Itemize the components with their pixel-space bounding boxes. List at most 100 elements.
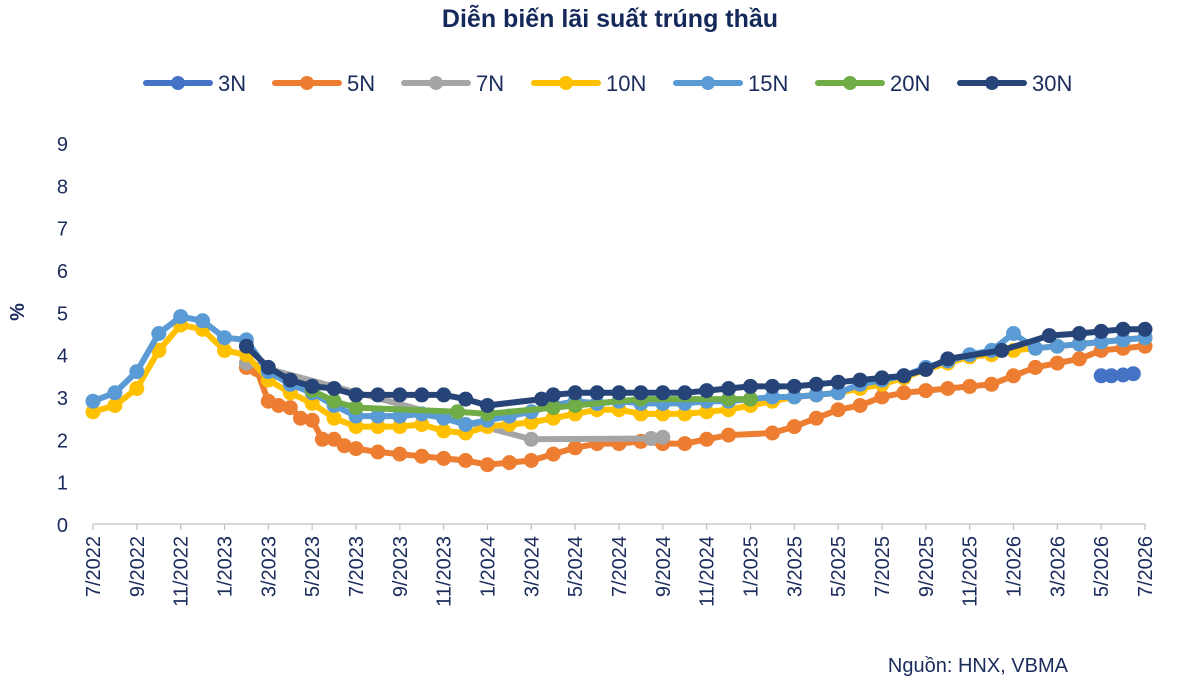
data-point — [830, 374, 846, 390]
legend-marker — [559, 76, 573, 90]
data-point — [743, 378, 758, 394]
data-point — [1027, 359, 1043, 375]
y-tick-label: 5 — [57, 303, 68, 325]
series-5N — [238, 338, 1153, 473]
data-point — [523, 453, 539, 468]
data-point — [808, 376, 824, 392]
data-point — [984, 376, 1000, 392]
data-point — [173, 309, 189, 325]
y-tick-label: 2 — [57, 430, 68, 452]
x-tick-label: 7/2025 — [872, 536, 894, 597]
data-point — [567, 398, 583, 413]
legend-label: 10N — [606, 71, 646, 96]
data-point — [699, 404, 715, 420]
data-point — [195, 313, 211, 329]
data-point — [874, 370, 890, 386]
data-point — [151, 342, 167, 358]
y-tick-label: 3 — [57, 388, 68, 410]
data-point — [962, 378, 978, 394]
x-tick-label: 11/2024 — [697, 536, 719, 607]
legend-label: 30N — [1032, 71, 1072, 96]
data-point — [1115, 332, 1131, 348]
data-point — [940, 351, 956, 367]
x-tick-label: 5/2024 — [565, 536, 587, 597]
data-point — [436, 410, 452, 426]
data-point — [304, 412, 320, 428]
legend-label: 5N — [347, 71, 375, 96]
data-point — [293, 410, 308, 426]
data-point — [370, 444, 386, 460]
x-tick-label: 1/2024 — [478, 536, 500, 597]
x-tick-label: 5/2023 — [302, 536, 324, 597]
data-point — [129, 381, 145, 396]
y-tick-label: 9 — [57, 134, 68, 156]
data-point — [699, 431, 715, 447]
x-tick-label: 3/2026 — [1047, 536, 1069, 597]
data-point — [1125, 366, 1141, 382]
x-tick-label: 7/2023 — [346, 536, 368, 597]
data-point — [392, 419, 408, 435]
x-tick-label: 11/2023 — [434, 536, 456, 607]
data-point — [918, 362, 934, 377]
legend-marker — [171, 76, 185, 90]
legend-label: 20N — [890, 71, 930, 96]
data-point — [545, 387, 561, 403]
data-point — [721, 427, 737, 443]
data-point — [282, 400, 298, 416]
data-point — [589, 385, 605, 401]
data-point — [304, 395, 320, 411]
x-tick-label: 9/2025 — [916, 536, 938, 597]
y-tick-label: 0 — [57, 515, 68, 537]
series-30N — [238, 321, 1153, 413]
data-point — [282, 372, 298, 388]
data-point — [458, 417, 474, 432]
y-axis-label: % — [7, 303, 29, 321]
data-point — [852, 398, 868, 413]
data-point — [940, 381, 956, 396]
data-point — [370, 387, 386, 403]
data-point — [501, 455, 517, 471]
data-point — [545, 446, 561, 462]
x-tick-label: 7/2026 — [1135, 536, 1157, 597]
data-point — [260, 359, 276, 375]
data-point — [830, 385, 846, 401]
legend-item-5N: 5N — [272, 71, 375, 96]
data-point — [677, 385, 693, 401]
y-tick-label: 8 — [57, 176, 68, 198]
legend-item-7N: 7N — [401, 71, 504, 96]
data-point — [1115, 321, 1131, 337]
data-point — [370, 408, 386, 424]
data-point — [764, 378, 780, 394]
data-point — [655, 385, 671, 401]
data-point — [370, 419, 386, 435]
x-tick-label: 3/2024 — [521, 536, 543, 597]
data-point — [414, 387, 430, 403]
legend-label: 7N — [476, 71, 504, 96]
data-point — [1027, 340, 1043, 356]
chart-title: Diễn biến lãi suất trúng thầu — [442, 3, 778, 33]
data-point — [523, 414, 539, 430]
data-point — [1093, 334, 1109, 350]
data-point — [677, 406, 693, 422]
data-point — [808, 410, 824, 426]
x-tick-label: 1/2026 — [1004, 536, 1026, 597]
data-point — [764, 389, 780, 405]
data-point — [896, 368, 912, 384]
x-tick-label: 1/2025 — [741, 536, 763, 597]
data-point — [217, 330, 232, 346]
data-point — [1006, 326, 1021, 341]
legend-item-15N: 15N — [673, 71, 788, 96]
data-point — [1093, 323, 1109, 339]
data-point — [480, 457, 495, 473]
data-point — [129, 364, 145, 380]
data-point — [85, 404, 101, 420]
data-point — [534, 391, 550, 407]
data-point — [786, 389, 802, 405]
data-point — [1071, 351, 1087, 367]
data-point — [1049, 355, 1065, 371]
data-point — [786, 419, 802, 435]
data-point — [480, 398, 495, 413]
x-tick-label: 11/2025 — [960, 536, 982, 607]
